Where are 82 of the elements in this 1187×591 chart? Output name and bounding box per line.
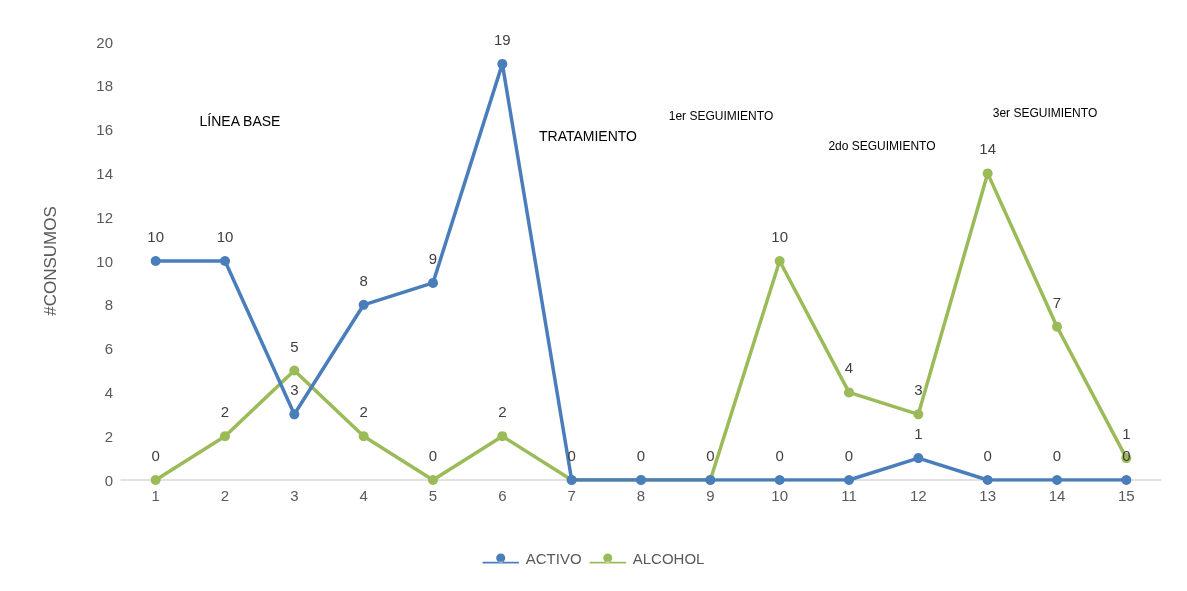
point (1121, 475, 1132, 485)
data-label: 10 (147, 228, 165, 245)
annotation: 1er SEGUIMIENTO (668, 109, 774, 123)
x-tick-label: 2 (220, 487, 230, 504)
legend-label: ACTIVO (525, 550, 582, 567)
x-tick-label: 15 (1117, 487, 1135, 504)
point (1052, 475, 1062, 485)
y-tick-label: 2 (104, 427, 113, 445)
x-tick-label: 1 (151, 487, 160, 504)
annotation: 3er SEGUIMIENTO (992, 106, 1098, 120)
data-label: 0 (775, 447, 784, 464)
x-tick-label: 6 (498, 487, 507, 504)
data-label: 0 (428, 447, 438, 464)
annotation: TRATAMIENTO (539, 128, 638, 144)
point (220, 431, 230, 442)
data-label: 1 (914, 425, 923, 443)
x-tick-label: 9 (706, 487, 715, 504)
point (774, 475, 785, 485)
point (358, 299, 369, 310)
data-label: 0 (983, 447, 992, 464)
data-label: 8 (359, 271, 368, 289)
point (844, 387, 854, 398)
annotation: LÍNEA BASE (199, 113, 281, 129)
point (1052, 321, 1062, 332)
point (844, 475, 854, 485)
point (289, 409, 300, 420)
x-tick-label: 14 (1048, 487, 1066, 504)
y-axis-title: #CONSUMOS (41, 206, 60, 316)
point (150, 256, 161, 266)
data-label: 2 (220, 403, 230, 421)
x-tick-label: 4 (359, 487, 368, 504)
point (982, 475, 993, 485)
y-tick-label: 18 (96, 77, 113, 95)
x-tick-label: 10 (771, 487, 789, 504)
y-tick-label: 12 (96, 208, 113, 226)
data-label: 2 (359, 403, 368, 421)
point (220, 256, 230, 266)
data-label: 10 (771, 228, 789, 245)
data-label: 14 (979, 140, 997, 158)
point (428, 475, 438, 485)
x-tick-label: 11 (841, 487, 857, 504)
data-label: 4 (844, 359, 854, 377)
data-label: 3 (290, 381, 299, 399)
point (497, 58, 508, 69)
y-tick-label: 10 (96, 252, 113, 270)
data-label: 0 (636, 447, 646, 464)
x-tick-label: 5 (428, 487, 438, 504)
y-tick-label: 0 (104, 471, 113, 489)
point (913, 409, 924, 420)
data-label: 10 (216, 228, 234, 245)
data-label: 0 (151, 447, 160, 464)
x-tick-label: 3 (290, 487, 299, 504)
y-tick-label: 14 (96, 164, 113, 182)
y-tick-label: 16 (96, 121, 113, 139)
point (428, 277, 438, 288)
data-label: 0 (706, 447, 715, 464)
y-tick-label: 6 (104, 340, 113, 358)
y-tick-label: 4 (104, 383, 113, 401)
point (982, 168, 993, 179)
x-tick-label: 13 (979, 487, 997, 504)
point (774, 256, 785, 266)
point (358, 431, 369, 442)
y-tick-label: 20 (96, 33, 113, 51)
data-label: 7 (1052, 293, 1062, 311)
data-label: 5 (290, 337, 299, 355)
annotation: 2do SEGUIMIENTO (828, 139, 936, 153)
point (913, 453, 924, 464)
data-label: 19 (493, 30, 511, 48)
data-label: 9 (428, 249, 438, 267)
data-label: 0 (844, 447, 854, 464)
data-label: 1 (1122, 425, 1131, 443)
data-label: 3 (914, 381, 923, 399)
data-label: 2 (498, 403, 507, 421)
y-tick-label: 8 (104, 296, 113, 314)
x-tick-label: 7 (567, 487, 576, 504)
data-label: 0 (1052, 447, 1062, 464)
legend-label: ALCOHOL (632, 550, 705, 567)
point (150, 475, 161, 485)
x-tick-label: 8 (636, 487, 646, 504)
point (289, 365, 300, 376)
point (497, 431, 508, 442)
x-tick-label: 12 (909, 487, 927, 504)
